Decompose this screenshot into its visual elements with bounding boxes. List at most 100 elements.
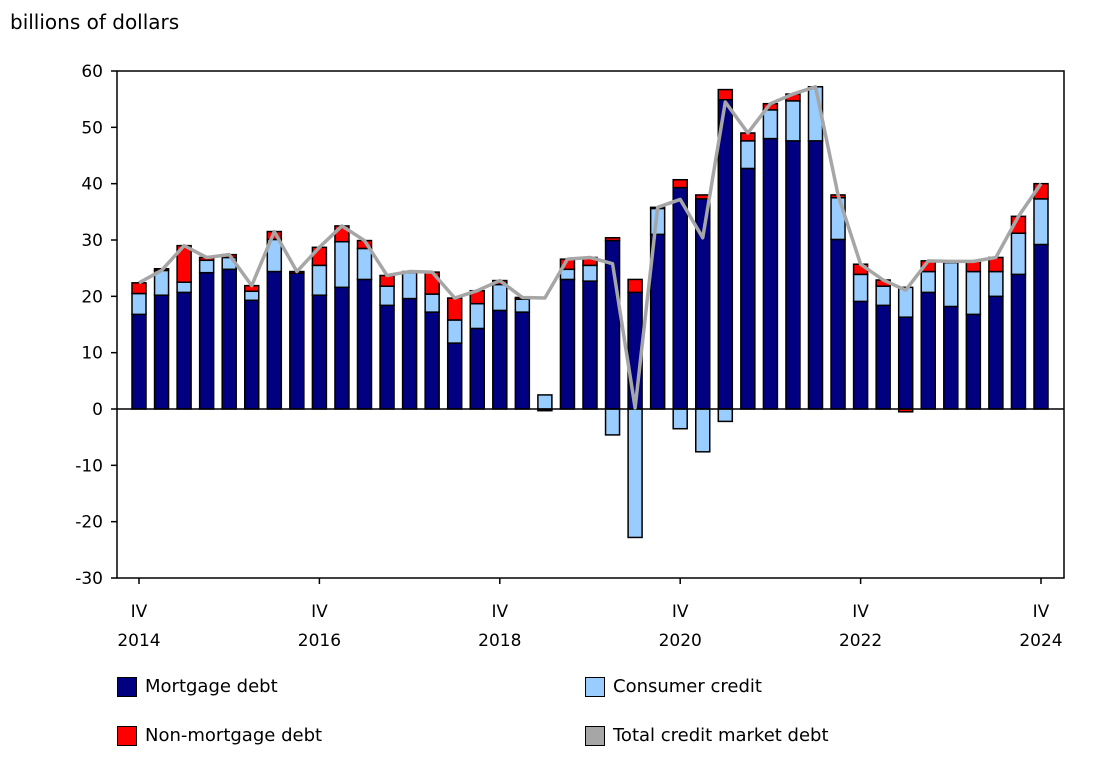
bar-mortgage-debt	[153, 294, 170, 410]
legend-item-mortgage: Mortgage debt	[117, 676, 278, 697]
bar-consumer-credit	[356, 247, 373, 281]
bar-consumer-credit	[379, 285, 395, 307]
bar-consumer-credit	[1010, 232, 1027, 276]
x-tick-year: 2022	[839, 631, 882, 651]
x-tick-quarter: IV	[311, 602, 328, 622]
bar-consumer-credit	[1033, 198, 1049, 246]
y-tick-label: 40	[81, 175, 103, 195]
bar-mortgage-debt	[424, 311, 440, 410]
bar-mortgage-debt	[244, 299, 260, 410]
x-tick-quarter: IV	[1033, 602, 1050, 622]
bar-consumer-credit	[695, 408, 711, 453]
bar-consumer-credit	[424, 293, 440, 313]
bar-consumer-credit	[244, 290, 260, 302]
bar-consumer-credit	[785, 100, 801, 142]
y-tick-label: 50	[81, 118, 103, 138]
bar-consumer-credit	[514, 298, 531, 313]
bar-consumer-credit	[311, 264, 328, 296]
bar-consumer-credit	[401, 271, 418, 300]
bar-mortgage-debt	[446, 342, 463, 410]
x-tick-year: 2014	[117, 631, 160, 651]
line-total-credit-market-debt	[138, 85, 1043, 410]
bar-mortgage-debt	[356, 278, 373, 410]
bar-non-mortgage-debt	[717, 88, 734, 101]
bar-mortgage-debt	[401, 297, 418, 410]
bar-consumer-credit	[334, 240, 350, 289]
bar-non-mortgage-debt	[672, 178, 688, 189]
bar-consumer-credit	[604, 408, 621, 436]
legend-item-consumer: Consumer credit	[585, 676, 762, 697]
bar-consumer-credit	[627, 408, 643, 539]
legend-swatch-consumer	[585, 676, 605, 697]
bar-mortgage-debt	[920, 291, 936, 410]
bar-consumer-credit	[965, 270, 982, 316]
bar-non-mortgage-debt	[627, 278, 643, 294]
bar-consumer-credit	[469, 302, 485, 330]
bar-consumer-credit	[582, 264, 598, 282]
bar-mortgage-debt	[807, 140, 824, 410]
bar-mortgage-debt	[198, 271, 215, 410]
legend-label: Mortgage debt	[145, 676, 278, 697]
x-tick-quarter: IV	[491, 602, 508, 622]
bar-mortgage-debt	[379, 304, 395, 410]
bar-consumer-credit	[537, 394, 553, 410]
bar-non-mortgage-debt	[446, 297, 463, 321]
bar-mortgage-debt	[1010, 273, 1027, 410]
plot-frame	[116, 70, 1065, 579]
x-tick-quarter: IV	[672, 602, 689, 622]
bar-mortgage-debt	[131, 313, 147, 410]
y-tick-label: 30	[81, 231, 103, 251]
bar-mortgage-debt	[176, 291, 192, 410]
bar-consumer-credit	[920, 270, 936, 294]
bar-mortgage-debt	[943, 305, 959, 410]
bar-mortgage-debt	[311, 294, 328, 410]
y-tick-label: -30	[75, 569, 103, 589]
bar-non-mortgage-debt	[604, 236, 621, 242]
bar-mortgage-debt	[514, 311, 531, 410]
bar-consumer-credit	[988, 270, 1004, 298]
y-axis-label: billions of dollars	[10, 10, 180, 34]
bar-consumer-credit	[717, 408, 734, 423]
bar-consumer-credit	[672, 408, 688, 430]
x-tick-quarter: IV	[131, 602, 148, 622]
bar-non-mortgage-debt	[131, 282, 147, 295]
bar-mortgage-debt	[289, 272, 305, 410]
legend-swatch-nonmortgage	[117, 725, 137, 746]
y-tick-label: -20	[75, 513, 103, 533]
bar-mortgage-debt	[672, 186, 688, 410]
legend-item-total: Total credit market debt	[585, 725, 829, 746]
bar-consumer-credit	[830, 197, 846, 241]
bar-mortgage-debt	[830, 238, 846, 410]
x-tick-year: 2016	[298, 631, 341, 651]
bar-consumer-credit	[740, 140, 756, 170]
bar-mortgage-debt	[897, 316, 914, 410]
y-tick-label: 0	[92, 400, 103, 420]
bar-mortgage-debt	[221, 268, 237, 410]
legend-item-nonmortgage: Non-mortgage debt	[117, 725, 322, 746]
bar-mortgage-debt	[1033, 243, 1049, 410]
bar-consumer-credit	[446, 319, 463, 344]
legend-label: Total credit market debt	[613, 725, 829, 746]
y-tick-label: 20	[81, 287, 103, 307]
x-tick-year: 2024	[1019, 631, 1062, 651]
legend-swatch-mortgage	[117, 676, 137, 697]
bar-consumer-credit	[176, 281, 192, 294]
bar-consumer-credit	[198, 259, 215, 274]
bar-mortgage-debt	[469, 327, 485, 410]
legend-label: Consumer credit	[613, 676, 762, 697]
bar-mortgage-debt	[266, 270, 283, 410]
bar-consumer-credit	[131, 292, 147, 316]
bar-consumer-credit	[762, 109, 779, 140]
bar-mortgage-debt	[762, 137, 779, 410]
legend-swatch-total	[585, 725, 605, 746]
bar-consumer-credit	[943, 261, 959, 308]
x-tick-year: 2018	[478, 631, 521, 651]
bar-mortgage-debt	[334, 286, 350, 410]
bar-mortgage-debt	[559, 278, 576, 410]
bar-consumer-credit	[875, 285, 891, 307]
bar-mortgage-debt	[740, 167, 756, 410]
bar-mortgage-debt	[875, 304, 891, 410]
bar-mortgage-debt	[582, 280, 598, 410]
